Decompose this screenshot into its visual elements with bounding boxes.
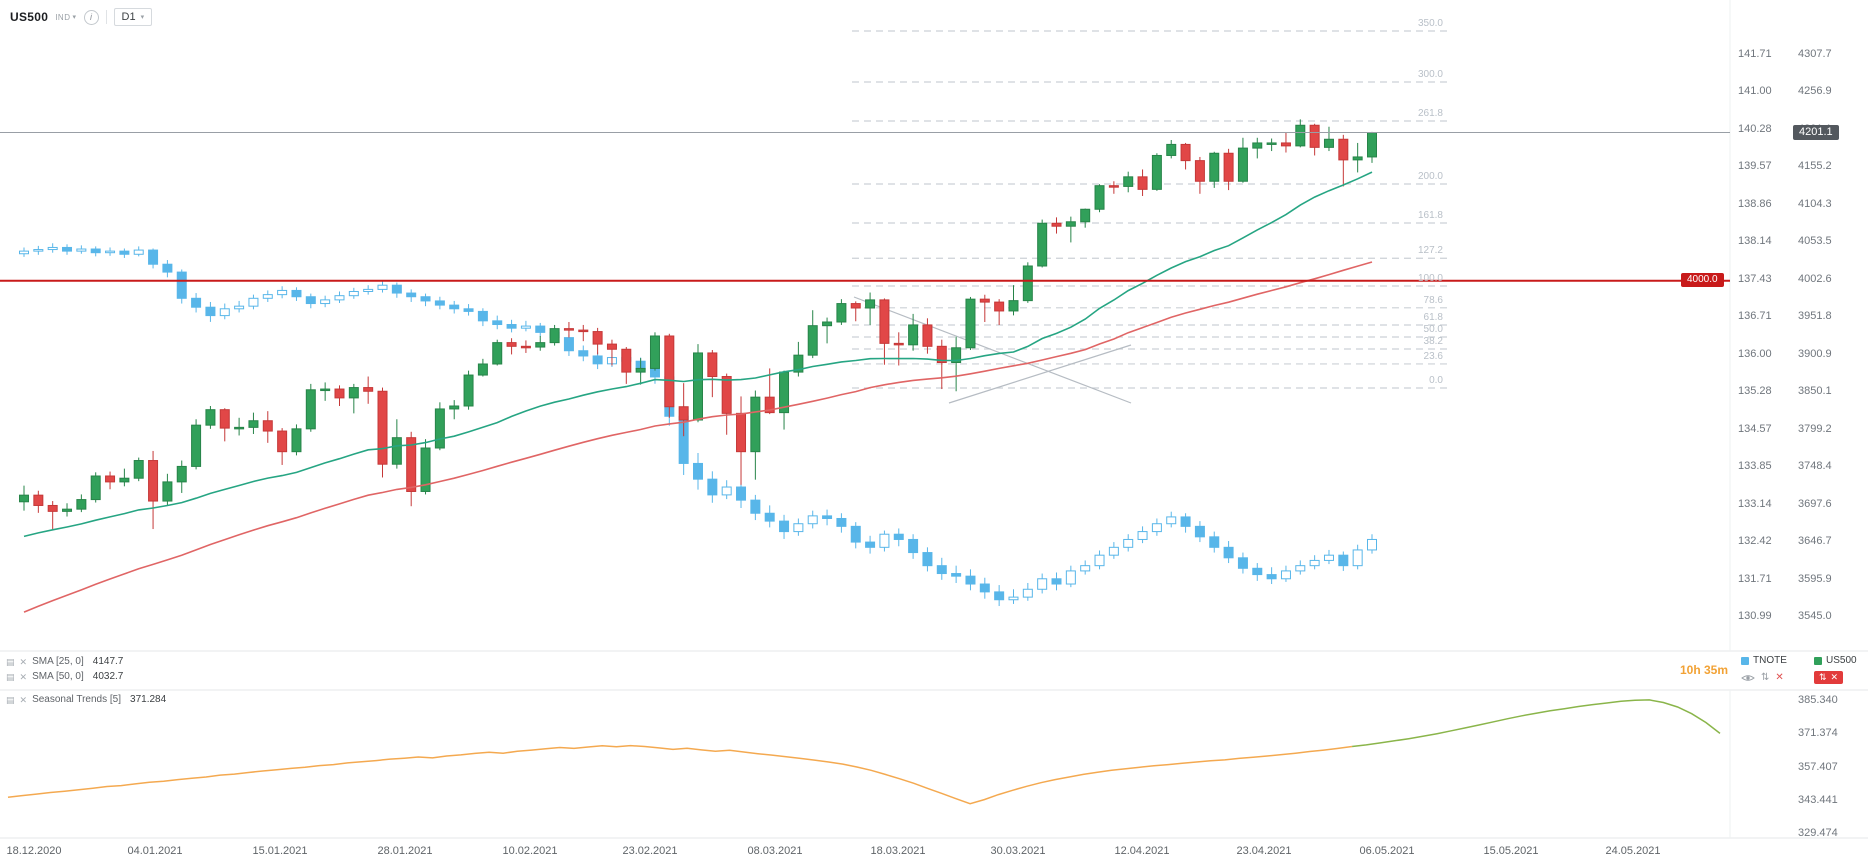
indicator-value: 371.284 bbox=[130, 694, 167, 705]
tnote-overlay-tools: ⇅ ✕ bbox=[1741, 672, 1784, 683]
close-overlay-icon[interactable]: ✕ bbox=[1775, 672, 1784, 683]
timeframe-label: D1 bbox=[121, 11, 136, 23]
info-icon[interactable]: i bbox=[83, 9, 99, 25]
instrument-type-label: IND bbox=[55, 12, 71, 22]
close-icon[interactable]: ✕ bbox=[1830, 672, 1839, 682]
indicator-row-seasonal: ▤ ✕ Seasonal Trends [5] 371.284 bbox=[6, 694, 166, 705]
instrument-type-dropdown[interactable]: IND ▾ bbox=[55, 13, 76, 22]
candle-countdown-timer: 10h 35m bbox=[1679, 663, 1728, 677]
trendline-drawings[interactable] bbox=[853, 296, 1132, 404]
seasonal-trends-line bbox=[7, 699, 1721, 805]
move-updown-icon[interactable]: ⇅ bbox=[1819, 672, 1827, 682]
horizontal-line-price-badge[interactable]: 4000.0 bbox=[1681, 272, 1724, 287]
indicator-settings-icon[interactable]: ▤ bbox=[6, 656, 15, 667]
indicator-settings-icon[interactable]: ▤ bbox=[6, 671, 15, 682]
chevron-down-icon: ▾ bbox=[72, 14, 77, 21]
indicator-remove-icon[interactable]: ✕ bbox=[19, 694, 28, 705]
indicator-label: Seasonal Trends [5] bbox=[32, 694, 122, 705]
move-updown-icon[interactable]: ⇅ bbox=[1761, 672, 1770, 683]
indicator-remove-icon[interactable]: ✕ bbox=[19, 656, 28, 667]
timeframe-dropdown[interactable]: D1 ▾ bbox=[113, 8, 153, 26]
tnote-legend-label: TNOTE bbox=[1753, 655, 1787, 666]
indicator-label: SMA [50, 0] bbox=[32, 671, 84, 682]
us500-candles bbox=[19, 119, 1377, 530]
indicator-value: 4147.7 bbox=[92, 656, 124, 667]
chevron-down-icon: ▾ bbox=[140, 14, 145, 21]
fibonacci-retracement[interactable] bbox=[852, 30, 1449, 389]
tnote-candles bbox=[19, 243, 1377, 607]
tnote-color-swatch bbox=[1741, 656, 1749, 665]
us500-color-swatch bbox=[1814, 656, 1822, 665]
indicator-row-sma25: ▤ ✕ SMA [25, 0] 4147.7 bbox=[6, 656, 123, 667]
legend-chip-us500[interactable]: US500 bbox=[1814, 655, 1857, 666]
chart-toolbar: US500 IND ▾ i D1 ▾ bbox=[10, 8, 153, 26]
indicator-label: SMA [25, 0] bbox=[32, 656, 84, 667]
toolbar-divider bbox=[105, 10, 107, 24]
panel-separators bbox=[0, 0, 1868, 839]
legend-chip-tnote[interactable]: TNOTE bbox=[1741, 655, 1787, 666]
indicator-row-sma50: ▤ ✕ SMA [50, 0] 4032.7 bbox=[6, 671, 123, 682]
eye-icon[interactable] bbox=[1741, 673, 1755, 683]
indicator-value: 4032.7 bbox=[92, 671, 124, 682]
us500-legend-label: US500 bbox=[1826, 655, 1857, 666]
indicator-remove-icon[interactable]: ✕ bbox=[19, 671, 28, 682]
us500-selected-badge[interactable]: ⇅ ✕ bbox=[1814, 671, 1844, 684]
symbol-label: US500 bbox=[10, 10, 49, 24]
indicator-settings-icon[interactable]: ▤ bbox=[6, 694, 15, 705]
current-price-badge: 4201.1 bbox=[1793, 124, 1839, 140]
